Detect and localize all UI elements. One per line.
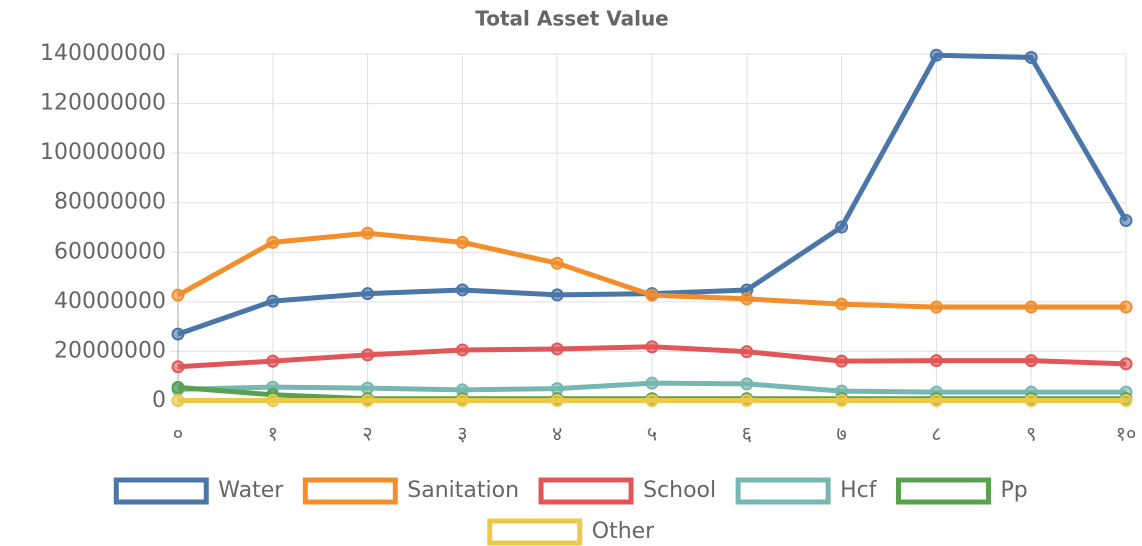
point [645,376,659,390]
legend-swatch [302,477,398,505]
legend-item: School [538,477,716,505]
x-tick-label: १० [1116,422,1137,446]
point [455,283,469,297]
point [550,342,564,356]
point [361,381,375,395]
legend-swatch [896,477,992,505]
point [1024,50,1038,64]
x-tick-label: ० [173,422,183,446]
x-tick-label: १ [268,422,278,446]
point [835,394,849,408]
point [550,288,564,302]
legend-label: Sanitation [407,478,519,503]
legend-item: Hcf [735,477,878,505]
x-tick-label: ३ [457,422,467,446]
point [645,394,659,408]
legend-label: Water [218,478,284,503]
chart-title: Total Asset Value [475,7,669,31]
point [740,292,754,306]
point [740,345,754,359]
legend-item: Water [113,477,284,505]
legend-swatch [487,518,583,546]
y-tick-label: 20000000 [54,338,166,363]
point [361,348,375,362]
point [361,394,375,408]
point [645,340,659,354]
point [171,380,185,394]
point [1024,300,1038,314]
point [455,343,469,357]
point [1119,214,1133,228]
legend-item: Sanitation [302,477,519,505]
point [455,235,469,249]
y-tick-label: 80000000 [54,190,166,215]
point [929,394,943,408]
x-tick-label: ७ [836,422,846,446]
x-tick-label: ८ [931,422,941,446]
point [361,287,375,301]
point [266,294,280,308]
y-tick-label: 100000000 [40,140,166,165]
point [929,48,943,62]
point [266,235,280,249]
point [835,220,849,234]
y-tick-label: 0 [152,388,166,413]
y-tick-label: 60000000 [54,239,166,264]
legend-swatch [538,477,634,505]
legend-label: Pp [1001,478,1028,503]
y-tick-label: 140000000 [40,41,166,66]
point [835,297,849,311]
point [835,354,849,368]
point [455,394,469,408]
point [1119,394,1133,408]
point [645,288,659,302]
point [171,288,185,302]
point [1119,357,1133,371]
point [929,300,943,314]
legend-label: Other [592,519,655,544]
point [550,394,564,408]
point [550,256,564,270]
legend-item: Pp [896,477,1028,505]
legend-label: School [643,478,716,503]
point [740,394,754,408]
x-tick-label: २ [362,422,372,446]
legend-label: Hcf [840,478,878,503]
point [740,377,754,391]
x-tick-label: ६ [742,422,752,446]
point [171,327,185,341]
point [361,226,375,240]
legend-item: Other [487,518,655,546]
point [266,394,280,408]
point [1024,354,1038,368]
point [1119,300,1133,314]
y-tick-label: 120000000 [40,91,166,116]
point [929,354,943,368]
legend-swatch [113,477,209,505]
point [1024,394,1038,408]
y-tick-label: 40000000 [54,289,166,314]
legend-swatch [735,477,831,505]
point [171,394,185,408]
point [266,354,280,368]
point [171,360,185,374]
x-tick-label: ५ [647,422,657,446]
x-tick-label: ९ [1026,422,1036,446]
x-tick-label: ४ [552,422,562,446]
